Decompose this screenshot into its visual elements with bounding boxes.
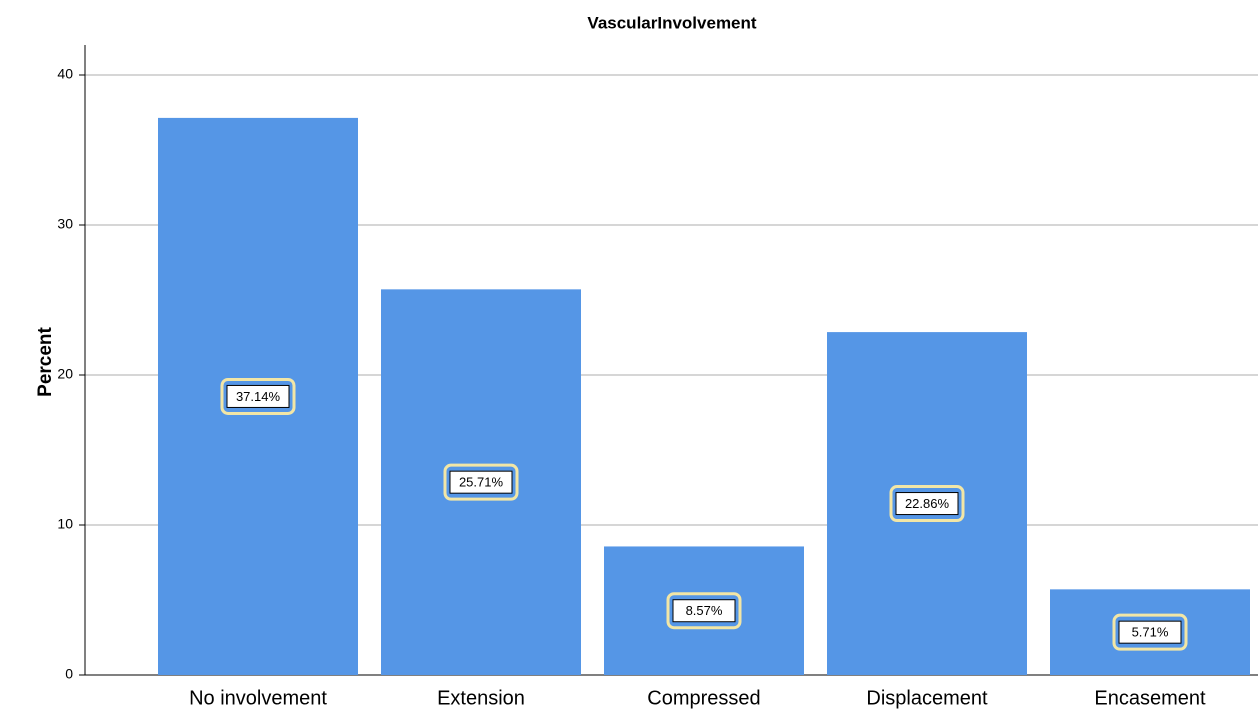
x-tick-label: Extension bbox=[437, 687, 525, 709]
label-frame bbox=[443, 463, 519, 501]
label-box bbox=[449, 470, 513, 494]
label-box bbox=[895, 492, 959, 516]
label-box bbox=[1118, 620, 1182, 644]
value-label: 5.71% bbox=[1132, 625, 1169, 640]
value-label: 8.57% bbox=[686, 603, 723, 618]
y-tick-label: 0 bbox=[65, 666, 73, 682]
x-tick-label: Encasement bbox=[1094, 687, 1206, 709]
value-label: 25.71% bbox=[459, 475, 504, 490]
x-tick-label: No involvement bbox=[189, 687, 327, 709]
label-frame bbox=[889, 485, 965, 523]
y-tick-label: 20 bbox=[57, 366, 73, 382]
value-label: 22.86% bbox=[905, 496, 950, 511]
y-tick-label: 40 bbox=[57, 66, 73, 82]
y-tick-label: 30 bbox=[57, 216, 73, 232]
label-box bbox=[672, 599, 736, 623]
chart-title: VascularInvolvement bbox=[587, 13, 756, 32]
y-axis-label: Percent bbox=[35, 326, 56, 396]
y-tick-label: 10 bbox=[57, 516, 73, 532]
label-frame bbox=[1112, 613, 1188, 651]
label-frame bbox=[220, 377, 296, 415]
x-tick-label: Compressed bbox=[647, 687, 760, 709]
label-frame bbox=[666, 592, 742, 630]
x-tick-label: Displacement bbox=[866, 687, 988, 709]
label-box bbox=[226, 384, 290, 408]
value-label: 37.14% bbox=[236, 389, 281, 404]
